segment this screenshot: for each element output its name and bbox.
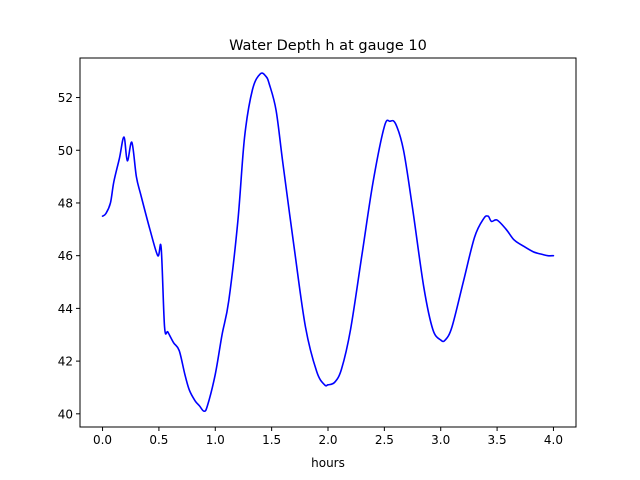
y-tick-label: 44 xyxy=(58,302,73,316)
series-line-0 xyxy=(101,72,555,413)
x-axis-label: hours xyxy=(311,456,345,470)
x-tick-label: 2.5 xyxy=(375,433,394,447)
y-tick-label: 52 xyxy=(58,91,73,105)
x-tick-label: 2.0 xyxy=(318,433,337,447)
chart-title: Water Depth h at gauge 10 xyxy=(229,38,427,54)
y-tick-label: 42 xyxy=(58,355,73,369)
plot-area: 0.0 0.5 1.0 1.5 2.0 2.5 3.0 3.5 4.0 40 42 44 46 48 50 5… xyxy=(58,57,577,447)
x-tick-label: 3.5 xyxy=(488,433,507,447)
x-tick-label: 0.5 xyxy=(149,433,168,447)
x-tick-label: 1.0 xyxy=(206,433,225,447)
x-tick-label: 0.0 xyxy=(93,433,112,447)
y-tick-label: 50 xyxy=(58,144,73,158)
x-tick-label: 3.0 xyxy=(431,433,450,447)
y-tick-label: 46 xyxy=(58,249,73,263)
x-tick-label: 4.0 xyxy=(544,433,563,447)
y-tick-label: 40 xyxy=(58,407,73,421)
y-tick-label: 48 xyxy=(58,196,73,210)
x-tick-label: 1.5 xyxy=(262,433,281,447)
